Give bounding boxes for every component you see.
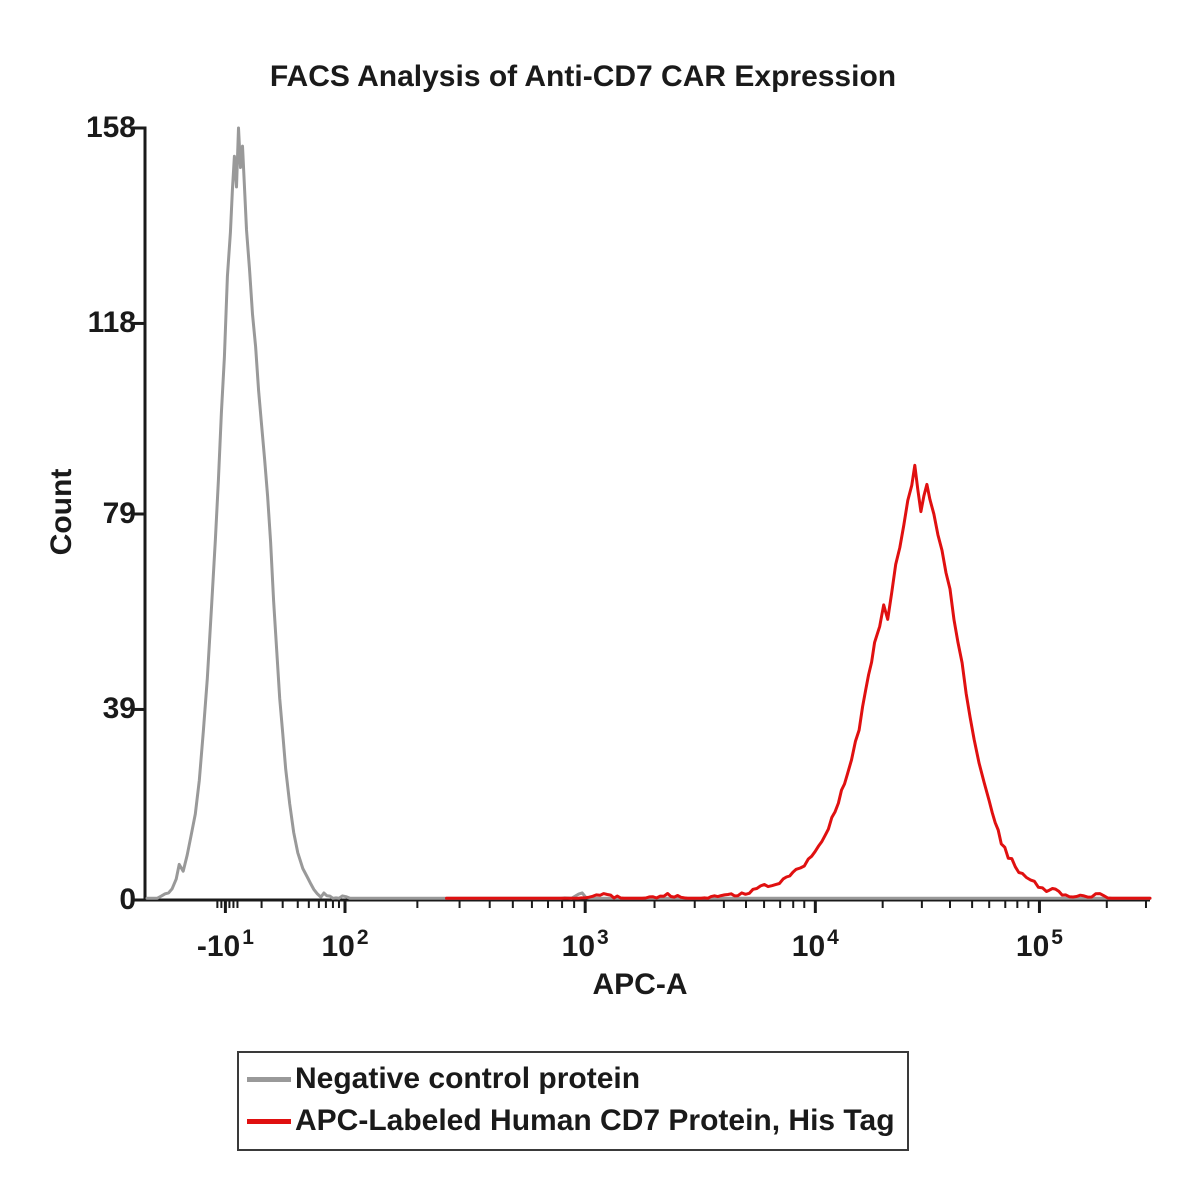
x-tick-exponent: 3 (597, 926, 609, 949)
x-tick-label: 103 (561, 926, 609, 964)
x-tick-exponent: 5 (1051, 926, 1063, 949)
x-tick-exponent: 4 (827, 926, 839, 949)
x-tick-exponent: 1 (242, 926, 254, 949)
legend-item-apc-cd7: APC-Labeled Human CD7 Protein, His Tag (247, 1100, 895, 1142)
x-tick-exponent: 2 (356, 926, 369, 949)
chart-title: FACS Analysis of Anti-CD7 CAR Expression (269, 60, 897, 93)
y-tick-label: 0 (119, 883, 136, 916)
histogram-curve-negative-control (145, 126, 1152, 900)
x-tick-label: 104 (791, 926, 839, 964)
y-tick-label: 158 (85, 111, 136, 144)
x-tick-label: -101 (196, 926, 254, 964)
y-tick-label: 39 (102, 692, 136, 726)
x-tick-base: 10 (1015, 930, 1050, 963)
x-tick-base: 10 (561, 930, 596, 963)
legend-line-gray-icon (247, 1076, 291, 1082)
legend-label: APC-Labeled Human CD7 Protein, His Tag (295, 1104, 895, 1137)
histogram-curve-apc-cd7 (445, 463, 1152, 900)
y-tick-label: 118 (87, 306, 136, 340)
x-axis-label: APC-A (592, 968, 688, 1001)
x-tick-base: -10 (196, 930, 241, 963)
x-tick-base: 10 (321, 930, 355, 963)
legend-line-red-icon (247, 1118, 291, 1124)
x-tick-label: 102 (321, 926, 368, 964)
x-tick-label: 105 (1015, 926, 1063, 964)
x-tick-base: 10 (791, 930, 826, 963)
y-tick-label: 79 (102, 497, 136, 530)
legend: Negative control protein APC-Labeled Hum… (237, 1051, 909, 1151)
legend-label: Negative control protein (295, 1062, 641, 1095)
legend-item-negative-control: Negative control protein (247, 1058, 895, 1100)
